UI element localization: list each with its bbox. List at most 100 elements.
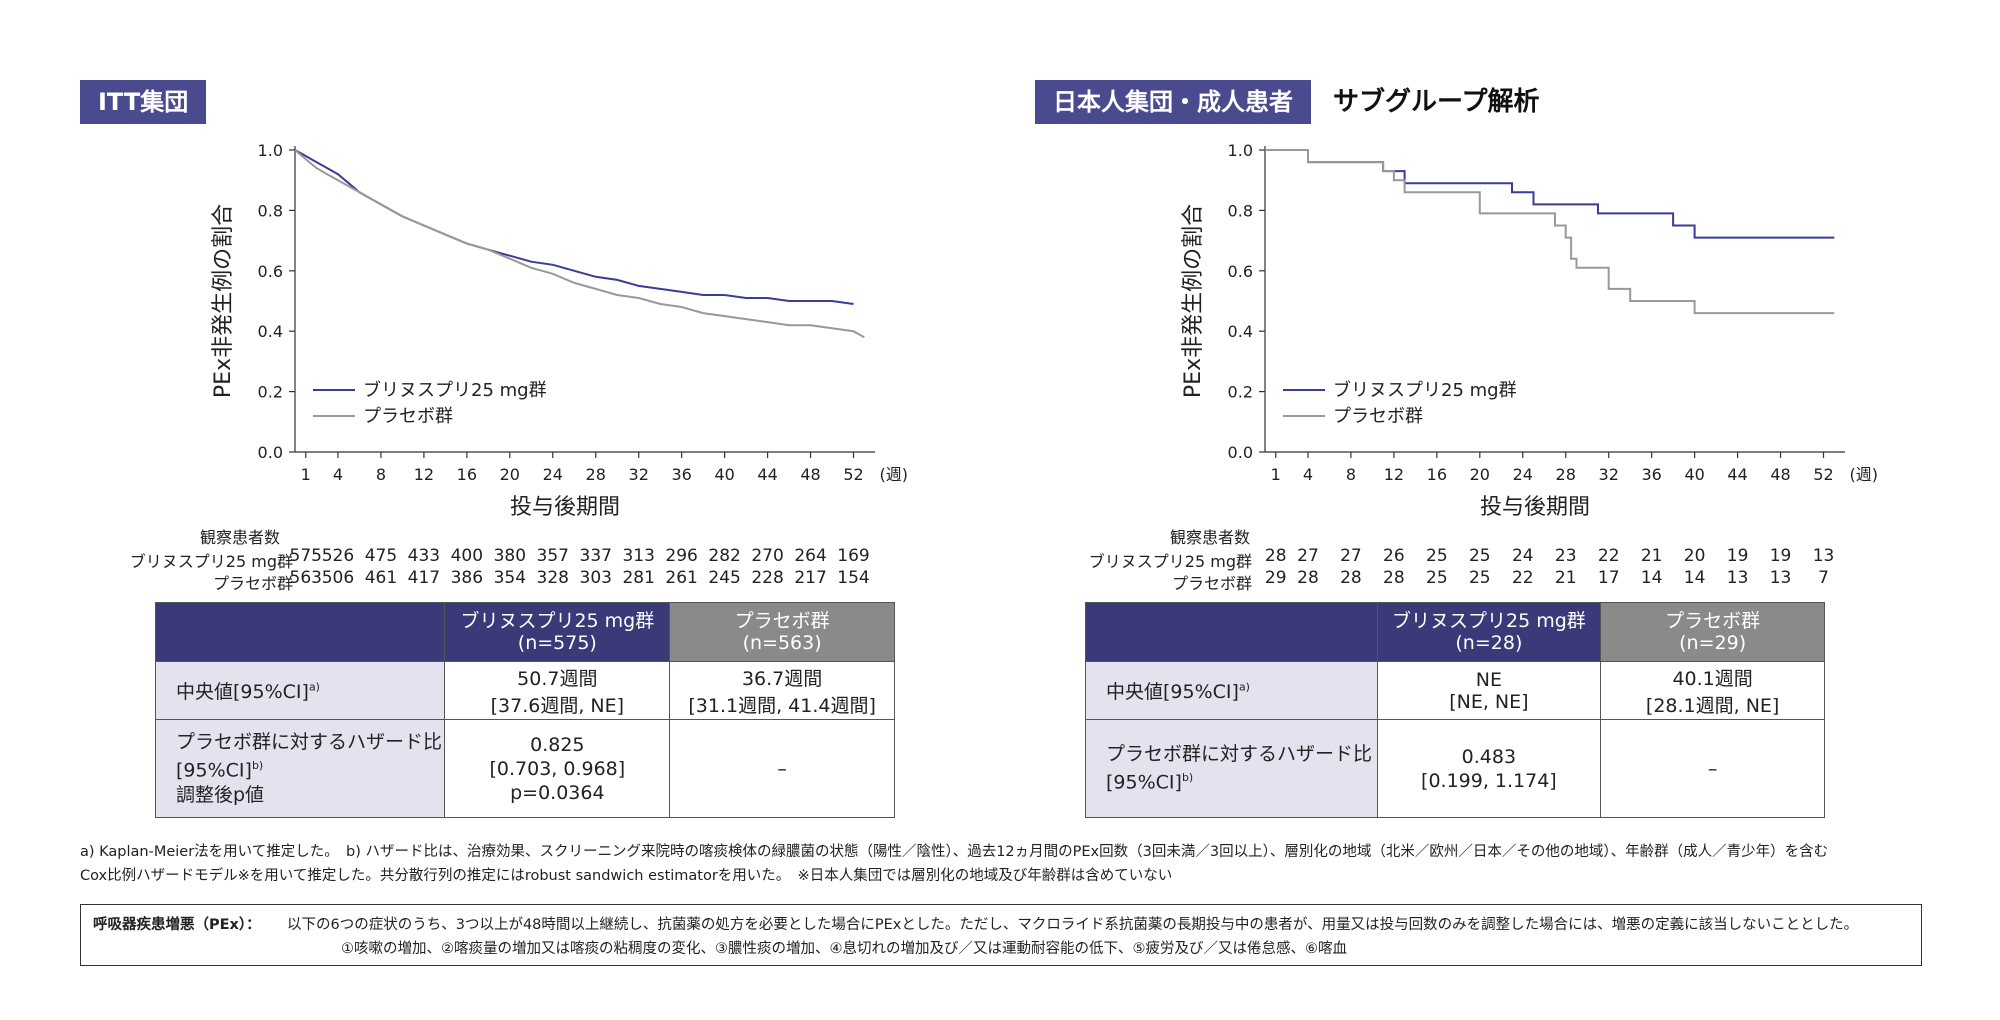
risk-placebo-count: 281: [622, 568, 655, 588]
km-chart-japan: 0.00.20.40.60.81.01 4 8 12 16 20 24 28 32 36 40 44 4…: [1181, 141, 1879, 520]
y-tick-label: 0.2: [1228, 383, 1253, 402]
legend-drug-label: ブリヌスプリ25 mg群: [1333, 379, 1517, 401]
risk-drug-count: 25: [1426, 546, 1448, 566]
x-tick-label: 36: [671, 465, 691, 484]
x-tick-label: 32: [629, 465, 649, 484]
risk-placebo-count: 354: [493, 568, 527, 588]
risk-placebo-count: 7: [1818, 568, 1829, 588]
risk-placebo-count: 563: [289, 568, 322, 588]
risk-drug-count: 264: [794, 546, 827, 566]
risk-drug-count: 27: [1340, 546, 1362, 566]
risk-placebo-count: 28: [1297, 568, 1319, 588]
x-tick-label: 24: [1513, 465, 1533, 484]
risk-drug-count: 24: [1511, 546, 1534, 566]
x-tick-label: 44: [757, 465, 777, 484]
x-tick-label: 24: [543, 465, 563, 484]
x-tick-label: 48: [1770, 465, 1790, 484]
x-tick-label: 28: [586, 465, 606, 484]
x-tick-label: 28: [1556, 465, 1576, 484]
risk-placebo-count: 28: [1383, 568, 1405, 588]
risk-drug-count: 25: [1468, 546, 1491, 566]
x-tick-label: 44: [1727, 465, 1747, 484]
risk-drug-label: ブリヌスプリ25 mg群: [129, 552, 293, 571]
risk-placebo-count: 14: [1640, 568, 1663, 588]
risk-placebo-count: 25: [1468, 568, 1491, 588]
y-tick-label: 0.0: [258, 443, 283, 462]
row-hr-label: プラセボ群に対するハザード比 [95%CI]b): [1085, 719, 1378, 818]
header-drug: ブリヌスプリ25 mg群 (n=575): [444, 602, 671, 662]
footnote-line-1: a) Kaplan-Meier法を用いて推定した。 b) ハザード比は、治療効果…: [80, 844, 1829, 860]
risk-placebo-count: 245: [708, 568, 741, 588]
x-tick-label: 8: [1346, 465, 1356, 484]
x-tick-label: 52: [843, 465, 863, 484]
x-tick-label: 20: [1470, 465, 1490, 484]
risk-drug-count: 337: [579, 546, 612, 566]
header-placebo: プラセボ群 (n=29): [1600, 602, 1825, 662]
x-tick-label: 36: [1641, 465, 1661, 484]
x-tick-label: 16: [1427, 465, 1447, 484]
legend-placebo-label: プラセボ群: [1333, 406, 1423, 427]
median-placebo: 40.1週間 [28.1週間, NE]: [1600, 661, 1825, 720]
subgroup-subtitle: サブグループ解析: [1333, 87, 1540, 117]
risk-placebo-count: 461: [364, 568, 398, 588]
x-unit-label: (週): [1850, 465, 1879, 484]
risk-placebo-count: 25: [1426, 568, 1448, 588]
risk-drug-count: 282: [708, 546, 741, 566]
row-median-label: 中央値[95%CI]a): [1085, 661, 1378, 720]
risk-placebo-count: 217: [794, 568, 827, 588]
risk-placebo-count: 13: [1726, 568, 1749, 588]
row-median-label: 中央値[95%CI]a): [154, 661, 446, 720]
drug-survival-curve: [294, 149, 854, 305]
risk-placebo-count: 506: [321, 568, 355, 588]
x-axis-label: 投与後期間: [510, 495, 620, 520]
pex-definition-box: 呼吸器疾患増悪（PEx）： 以下の6つの症状のうち、3つ以上が48時間以上継続し…: [80, 904, 1922, 966]
itt-tag: ITT集団: [80, 80, 207, 124]
median-drug: 50.7週間 [37.6週間, NE]: [444, 661, 671, 720]
legend-placebo-label: プラセボ群: [363, 406, 453, 427]
x-tick-label: 4: [1303, 465, 1313, 484]
risk-drug-count: 23: [1554, 546, 1577, 566]
hr-placebo: –: [669, 719, 895, 818]
x-tick-label: 8: [376, 465, 386, 484]
y-tick-label: 0.4: [258, 322, 283, 341]
y-tick-label: 0.6: [1228, 262, 1253, 281]
x-tick-label: 16: [457, 465, 477, 484]
risk-drug-count: 400: [450, 546, 484, 566]
risk-drug-count: 313: [622, 546, 655, 566]
x-tick-label: 1: [1271, 465, 1281, 484]
risk-placebo-label: プラセボ群: [212, 574, 293, 593]
x-axis-label: 投与後期間: [1480, 495, 1590, 520]
japan-tag: 日本人集団・成人患者: [1035, 80, 1311, 124]
risk-drug-count: 270: [751, 546, 784, 566]
x-tick-label: 48: [800, 465, 820, 484]
results-table-japan: ブリヌスプリ25 mg群 (n=28) プラセボ群 (n=29) 中央値[95%CI…: [1085, 602, 1825, 818]
risk-drug-count: 21: [1640, 546, 1663, 566]
x-tick-label: 1: [301, 465, 311, 484]
row-hr-label: プラセボ群に対するハザード比 [95%CI]b) 調整後p値: [154, 719, 446, 818]
results-table-itt: ブリヌスプリ25 mg群 (n=575) プラセボ群 (n=563) 中央値[95%…: [154, 602, 895, 818]
header-drug: ブリヌスプリ25 mg群 (n=28): [1376, 602, 1602, 662]
hr-drug: 0.483 [0.199, 1.174]: [1376, 719, 1602, 818]
risk-placebo-label: プラセボ群: [1171, 574, 1252, 593]
risk-title: 観察患者数: [1170, 528, 1251, 547]
placebo-survival-curve: [1265, 149, 1835, 315]
risk-drug-label: ブリヌスプリ25 mg群: [1088, 552, 1252, 571]
median-placebo: 36.7週間 [31.1週間, 41.4週間]: [669, 661, 895, 720]
y-axis-label: PEx非発生例の割合: [211, 204, 236, 398]
risk-drug-count: 357: [536, 546, 569, 566]
y-tick-label: 1.0: [1228, 141, 1253, 160]
risk-placebo-count: 261: [665, 568, 698, 588]
risk-drug-count: 296: [665, 546, 698, 566]
x-tick-label: 32: [1599, 465, 1619, 484]
pex-symptom-list: ①咳嗽の増加、②喀痰量の増加又は喀痰の粘稠度の変化、③膿性痰の増加、④息切れの増…: [341, 941, 1347, 957]
placebo-survival-curve: [294, 149, 865, 339]
risk-placebo-count: 21: [1554, 568, 1577, 588]
risk-placebo-count: 328: [536, 568, 569, 588]
pex-definition-label: 呼吸器疾患増悪（PEx）：: [93, 917, 261, 933]
risk-placebo-count: 13: [1769, 568, 1792, 588]
y-tick-label: 0.6: [258, 262, 283, 281]
risk-drug-count: 27: [1297, 546, 1319, 566]
y-tick-label: 0.8: [258, 201, 283, 220]
risk-placebo-count: 22: [1511, 568, 1534, 588]
risk-placebo-count: 29: [1264, 568, 1287, 588]
